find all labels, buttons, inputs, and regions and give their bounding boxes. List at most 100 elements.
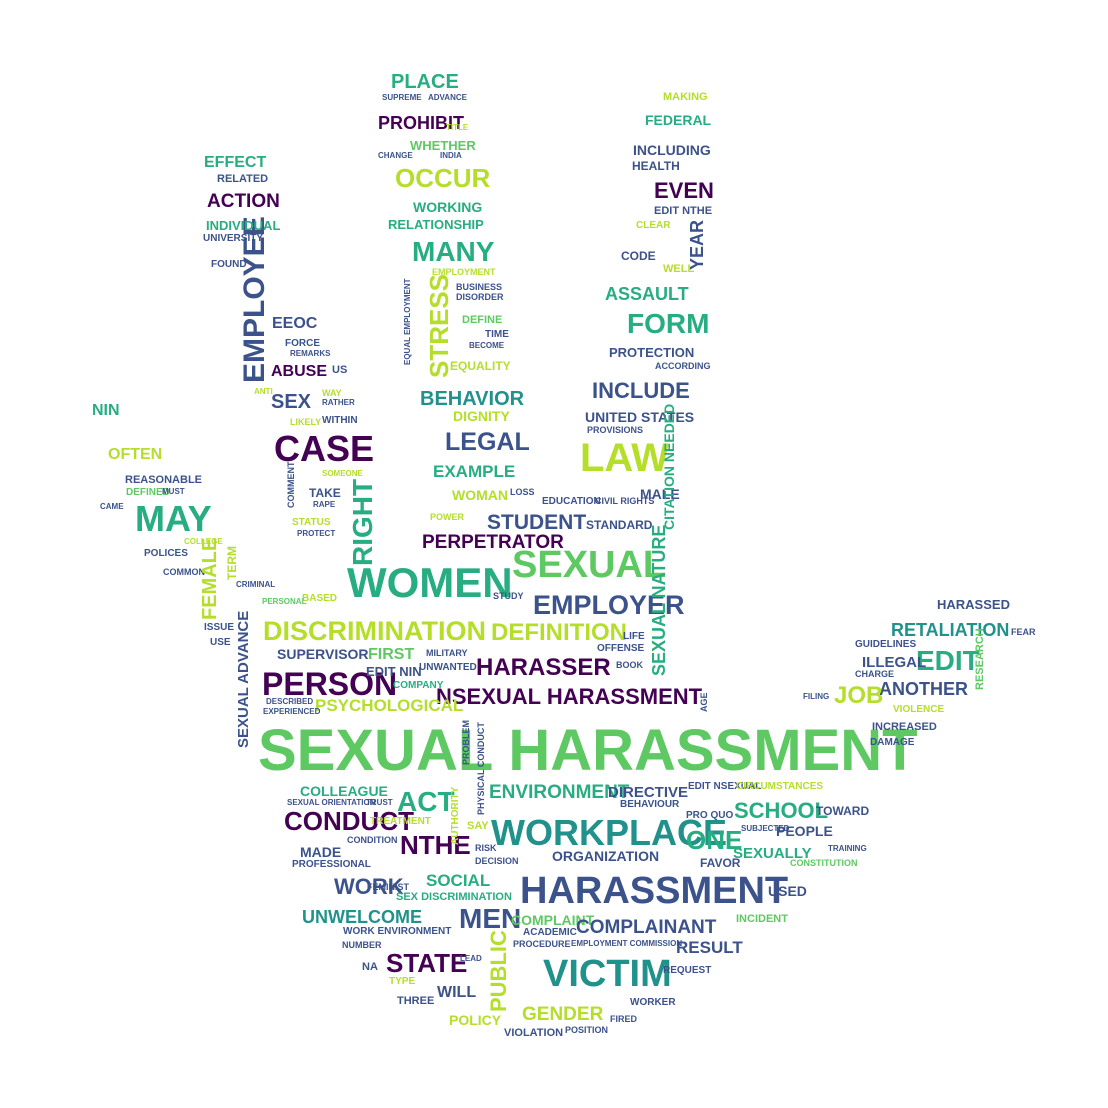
- word-conduct: CONDUCT: [284, 806, 414, 836]
- word-damage: DAMAGE: [870, 737, 915, 748]
- word-effect: EFFECT: [204, 154, 267, 171]
- word-authority: AUTHORITY: [450, 786, 461, 845]
- word-become: BECOME: [469, 341, 505, 350]
- word-job: JOB: [834, 682, 884, 709]
- word-individual: INDIVIDUAL: [206, 218, 281, 233]
- word-related: RELATED: [217, 173, 269, 185]
- word-prohibit: PROHIBIT: [378, 113, 465, 133]
- word-term: TERM: [225, 546, 239, 580]
- word-sexual: SEXUAL: [512, 544, 667, 586]
- word-position: POSITION: [565, 1025, 609, 1035]
- word-year: YEAR: [687, 219, 707, 270]
- word-protect: PROTECT: [297, 529, 336, 538]
- word-employment-commission: EMPLOYMENT COMMISSION: [571, 939, 683, 948]
- word-psychological: PSYCHOLOGICAL: [315, 696, 464, 715]
- word-colleague: COLLEAGUE: [300, 783, 388, 799]
- word-guidelines: GUIDELINES: [855, 639, 917, 650]
- word-include: INCLUDE: [592, 378, 690, 403]
- word-complaint: COMPLAINT: [511, 912, 595, 928]
- word-united-states: UNITED STATES: [585, 409, 695, 425]
- word-came: CAME: [100, 502, 124, 511]
- word-college: COLLEGE: [184, 537, 223, 546]
- word-described: DESCRIBED: [266, 697, 314, 706]
- word-harassed: HARASSED: [937, 597, 1010, 612]
- word-working: WORKING: [413, 199, 483, 215]
- word-disorder: DISORDER: [456, 292, 504, 302]
- word-military: MILITARY: [426, 648, 468, 658]
- word-unwanted: UNWANTED: [419, 662, 477, 673]
- word-nthe: NTHE: [400, 830, 471, 860]
- word-form: FORM: [627, 308, 710, 339]
- word-filing: FILING: [803, 692, 830, 701]
- word-occur: OCCUR: [395, 163, 491, 193]
- word-within: WITHIN: [322, 415, 358, 426]
- word-another: ANOTHER: [879, 679, 968, 699]
- word-work: WORK: [334, 874, 404, 899]
- word-na: NA: [362, 961, 378, 973]
- word-criminal: CRIMINAL: [236, 580, 276, 589]
- word-change: CHANGE: [378, 151, 413, 160]
- word-india: INDIA: [440, 151, 462, 160]
- word-polices: POLICES: [144, 548, 188, 559]
- word-abuse: ABUSE: [271, 363, 328, 380]
- word-male: MALE: [640, 486, 680, 502]
- word-risk: RISK: [475, 843, 497, 853]
- word-rather: RATHER: [322, 398, 355, 407]
- word-retaliation: RETALIATION: [891, 620, 1010, 640]
- word-issue: ISSUE: [204, 622, 235, 633]
- word-even: EVEN: [654, 178, 714, 203]
- word-discrimination: DISCRIMINATION: [263, 616, 486, 646]
- word-will: WILL: [437, 984, 477, 1001]
- word-advance: ADVANCE: [428, 93, 467, 102]
- word-case: CASE: [274, 428, 375, 469]
- word-provisions: PROVISIONS: [587, 425, 644, 435]
- word-anti: ANTI: [254, 387, 273, 396]
- word-making: MAKING: [663, 91, 708, 103]
- word-female: FEMALE: [199, 537, 221, 620]
- word-book: BOOK: [616, 660, 643, 670]
- word-sexual-orientation: SEXUAL ORIENTATION: [287, 798, 376, 807]
- word-people: PEOPLE: [776, 823, 833, 839]
- word-way: WAY: [322, 388, 342, 398]
- word-unwelcome: UNWELCOME: [302, 907, 422, 927]
- word-request: REQUEST: [663, 965, 712, 976]
- word-study: STUDY: [493, 591, 524, 601]
- word-lead: LEAD: [460, 954, 482, 963]
- word-university: UNIVERSITY: [203, 233, 264, 244]
- word-common: COMMON: [163, 567, 205, 577]
- word-equal-employment: EQUAL EMPLOYMENT: [403, 278, 412, 365]
- word-edit-nin: EDIT NIN: [366, 664, 422, 679]
- word-clear: CLEAR: [636, 220, 671, 231]
- word-loss: LOSS: [510, 487, 535, 497]
- word-someone: SOMEONE: [322, 469, 363, 478]
- word-supreme: SUPREME: [382, 93, 422, 102]
- word-found: FOUND: [211, 259, 247, 270]
- word-force: FORCE: [285, 338, 320, 349]
- word-right: RIGHT: [347, 478, 378, 566]
- word-circumstances: CIRCUMSTANCES: [736, 781, 824, 792]
- word-charge: CHARGE: [855, 669, 895, 679]
- word-school: SCHOOL: [734, 798, 829, 823]
- word-often: OFTEN: [108, 446, 163, 463]
- word-favor: FAVOR: [700, 856, 741, 870]
- word-professional: PROFESSIONAL: [292, 859, 371, 870]
- word-subjected: SUBJECTED: [741, 824, 790, 833]
- word-action: ACTION: [207, 191, 280, 212]
- word-workplace: WORKPLACE: [491, 812, 727, 853]
- word-whether: WHETHER: [410, 138, 476, 153]
- word-title: TITLE: [446, 123, 469, 132]
- word-academic: ACADEMIC: [523, 927, 577, 938]
- word-edit: EDIT: [916, 645, 980, 676]
- word-first: FIRST: [368, 646, 415, 663]
- word-research: RESEARCH: [974, 628, 986, 690]
- word-experienced: EXPERIENCED: [263, 707, 321, 716]
- word-organization: ORGANIZATION: [552, 848, 660, 864]
- word-result: RESULT: [676, 938, 743, 957]
- word-health: HEALTH: [632, 159, 680, 173]
- word-condition: CONDITION: [347, 835, 398, 845]
- word-define: DEFINE: [462, 314, 503, 326]
- word-civil-rights: CIVIL RIGHTS: [595, 496, 655, 506]
- word-training: TRAINING: [828, 844, 867, 853]
- word-sexual-nature: SEXUAL NATURE: [649, 524, 669, 676]
- word-fired: FIRED: [610, 1014, 637, 1024]
